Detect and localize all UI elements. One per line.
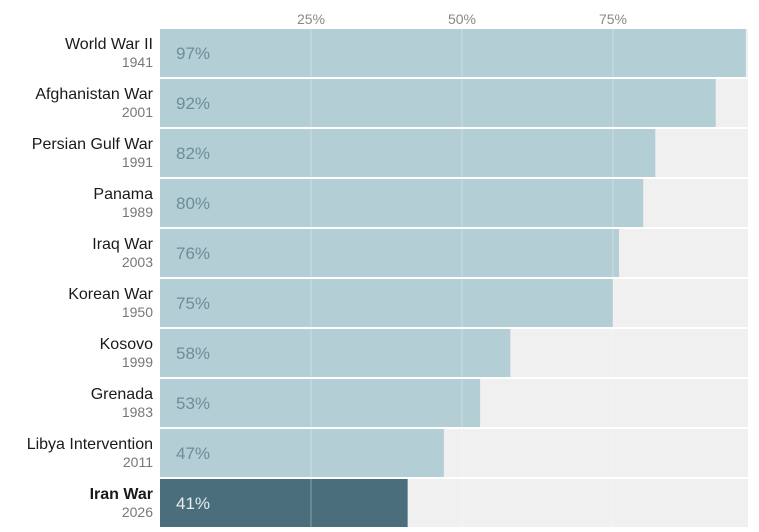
category-label: Korean War [68, 286, 153, 303]
year-label: 1950 [122, 304, 153, 320]
year-label: 2011 [123, 454, 153, 470]
value-label: 53% [176, 394, 210, 413]
bar-highlight [160, 479, 408, 527]
category-label: Persian Gulf War [32, 136, 154, 153]
year-label: 1999 [122, 354, 153, 370]
year-label: 1941 [122, 54, 153, 70]
category-label: World War II [65, 36, 153, 53]
bar [160, 179, 644, 227]
category-label: Kosovo [100, 336, 153, 353]
bar [160, 279, 613, 327]
x-tick-label: 25% [297, 11, 325, 27]
year-label: 1983 [122, 404, 153, 420]
value-label: 82% [176, 144, 210, 163]
bar [160, 379, 481, 427]
category-label: Iran War [90, 486, 153, 503]
x-tick-label: 50% [448, 11, 476, 27]
bar [160, 29, 746, 77]
category-label: Grenada [91, 386, 153, 403]
year-label: 1991 [122, 154, 153, 170]
year-label: 2001 [122, 104, 153, 120]
value-label: 92% [176, 94, 210, 113]
bar [160, 329, 511, 377]
category-label: Iraq War [92, 236, 153, 253]
bar [160, 129, 656, 177]
bar [160, 229, 620, 277]
value-label: 75% [176, 294, 210, 313]
value-label: 80% [176, 194, 210, 213]
category-label: Libya Intervention [27, 436, 153, 453]
value-label: 97% [176, 44, 210, 63]
bar [160, 79, 716, 127]
year-label: 2026 [122, 504, 153, 520]
category-label: Panama [93, 186, 153, 203]
value-label: 47% [176, 444, 210, 463]
value-label: 58% [176, 344, 210, 363]
value-label: 76% [176, 244, 210, 263]
year-label: 2003 [122, 254, 153, 270]
bar [160, 429, 444, 477]
year-label: 1989 [122, 204, 153, 220]
category-label: Afghanistan War [35, 86, 153, 103]
value-label: 41% [176, 494, 210, 513]
x-tick-label: 75% [599, 11, 627, 27]
